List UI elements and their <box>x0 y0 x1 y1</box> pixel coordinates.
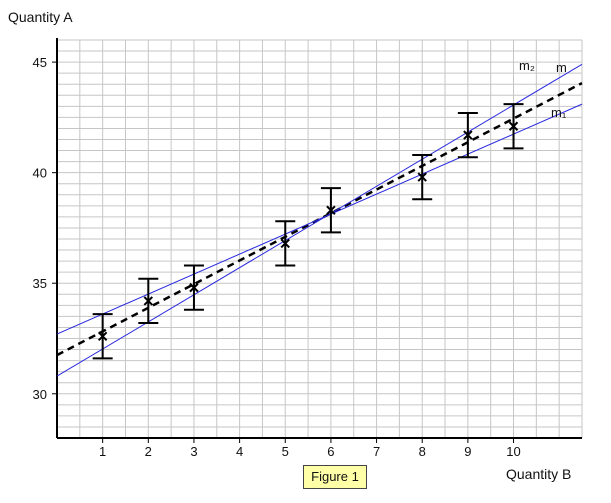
fit-lines <box>57 63 583 377</box>
x-tick-label: 10 <box>506 444 520 459</box>
point-marker <box>189 282 199 293</box>
fit-line-label: m₂ <box>519 58 535 73</box>
x-tick-label: 9 <box>464 444 471 459</box>
fit-line <box>57 103 583 335</box>
y-tick-label: 35 <box>33 276 47 291</box>
x-tick-label: 8 <box>419 444 426 459</box>
data-point <box>320 187 341 234</box>
grid <box>57 39 583 438</box>
data-point <box>275 220 296 267</box>
x-tick-label: 2 <box>145 444 152 459</box>
x-tick-label: 3 <box>190 444 197 459</box>
data-point <box>457 111 478 159</box>
point-marker <box>463 130 473 140</box>
fit-line <box>57 82 583 357</box>
figure-caption: Figure 1 <box>303 465 367 489</box>
fit-line-label: m <box>556 60 567 75</box>
fit-line <box>57 63 583 377</box>
y-tick-label: 40 <box>33 166 47 181</box>
y-tick-label: 45 <box>33 55 47 70</box>
x-axis-label: Quantity B <box>506 466 571 482</box>
data-point <box>92 313 113 360</box>
point-marker <box>326 205 336 215</box>
fit-line-label: m₁ <box>551 105 567 120</box>
data-point <box>503 103 524 150</box>
point-marker <box>97 331 108 341</box>
data-point <box>138 277 159 325</box>
x-tick-label: 4 <box>236 444 243 459</box>
data-points <box>92 103 524 360</box>
labels: m m₂ m₁ <box>519 58 567 120</box>
data-point <box>412 153 433 201</box>
x-tick-label: 1 <box>99 444 106 459</box>
y-tick-label: 30 <box>33 387 47 402</box>
point-marker <box>143 296 154 306</box>
y-axis-label: Quantity A <box>8 9 73 25</box>
data-point <box>183 264 204 311</box>
point-marker <box>508 121 519 131</box>
point-marker <box>280 238 290 249</box>
x-tick-label: 6 <box>327 444 334 459</box>
x-tick-label: 7 <box>373 444 380 459</box>
x-tick-label: 5 <box>282 444 289 459</box>
point-marker <box>417 172 427 182</box>
